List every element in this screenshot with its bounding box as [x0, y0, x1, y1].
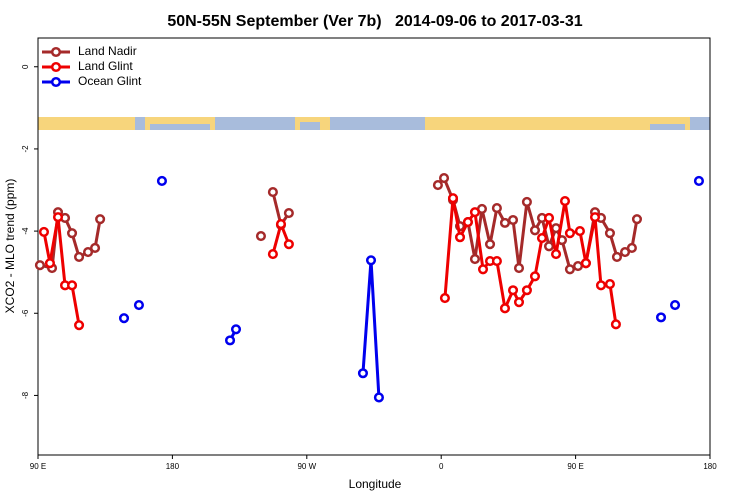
y-tick-label: -6: [21, 309, 30, 317]
point: [66, 280, 78, 291]
point: [484, 239, 496, 250]
point: [513, 263, 525, 274]
point: [611, 251, 623, 263]
point: [255, 230, 267, 242]
chart-title: 50N-55N September (Ver 7b) 2014-09-06 to…: [167, 13, 582, 30]
point: [604, 228, 615, 239]
point: [439, 293, 450, 304]
point: [275, 219, 287, 230]
legend-marker: [50, 46, 62, 58]
point: [469, 207, 480, 218]
point: [82, 246, 94, 258]
point: [529, 225, 541, 236]
point: [491, 256, 502, 267]
y-tick-label: 0: [21, 64, 30, 69]
y-tick-label: -4: [21, 227, 30, 235]
point: [95, 214, 106, 225]
point: [133, 299, 144, 311]
point: [595, 280, 607, 291]
point: [118, 313, 130, 324]
point: [491, 203, 502, 214]
point: [267, 249, 278, 260]
plot-frame: [37, 37, 711, 456]
point: [283, 239, 294, 250]
map-strip: [38, 117, 710, 130]
point: [477, 264, 489, 275]
point: [447, 193, 459, 204]
point: [74, 251, 85, 263]
point: [580, 258, 591, 269]
point: [559, 196, 571, 207]
point: [74, 320, 85, 331]
x-tick-label: 180: [703, 462, 717, 471]
point: [574, 226, 585, 237]
y-tick-label: -2: [21, 145, 30, 153]
legend-label: Land Glint: [78, 59, 133, 73]
point: [499, 303, 511, 314]
point: [670, 299, 681, 311]
point: [564, 264, 575, 275]
point: [610, 319, 621, 330]
point: [66, 228, 78, 239]
point: [373, 392, 384, 403]
series-line: [230, 181, 699, 398]
point: [564, 228, 575, 239]
point: [572, 260, 584, 272]
point: [655, 312, 667, 323]
point: [365, 255, 377, 266]
point: [521, 285, 532, 296]
y-tick-label: -8: [21, 391, 30, 399]
point: [432, 180, 443, 191]
point: [536, 233, 548, 244]
point: [438, 173, 450, 184]
point: [543, 212, 555, 223]
legend-marker: [50, 76, 62, 88]
point: [462, 217, 473, 228]
point: [507, 285, 519, 296]
point: [283, 207, 294, 219]
point: [230, 324, 242, 335]
legend-label: Ocean Glint: [78, 74, 142, 88]
point: [34, 260, 45, 271]
y-axis-label: XCO2 - MLO trend (ppm): [3, 179, 17, 314]
point: [589, 212, 601, 223]
point: [631, 214, 643, 225]
legend-marker: [50, 61, 62, 73]
point: [507, 214, 519, 226]
point: [89, 242, 101, 253]
point: [499, 217, 511, 228]
point: [454, 232, 466, 243]
point: [357, 368, 368, 379]
point: [626, 242, 637, 253]
x-tick-label: 180: [166, 462, 180, 471]
point: [521, 196, 532, 207]
x-tick-label: 90 W: [297, 462, 316, 471]
x-tick-label: 90 E: [30, 462, 46, 471]
point: [543, 241, 555, 252]
point: [604, 279, 615, 290]
x-tick-label: 90 E: [567, 462, 583, 471]
point: [267, 187, 278, 198]
point: [224, 335, 236, 346]
point: [156, 175, 167, 187]
legend-label: Land Nadir: [78, 44, 137, 58]
point: [513, 297, 525, 308]
x-axis-label: Longitude: [349, 477, 402, 491]
point: [550, 249, 562, 260]
x-tick-label: 0: [439, 462, 444, 471]
point: [38, 226, 50, 237]
point: [52, 212, 64, 223]
point: [529, 271, 541, 282]
point: [44, 258, 55, 269]
point: [469, 253, 480, 265]
point: [619, 246, 631, 258]
point: [693, 175, 704, 187]
